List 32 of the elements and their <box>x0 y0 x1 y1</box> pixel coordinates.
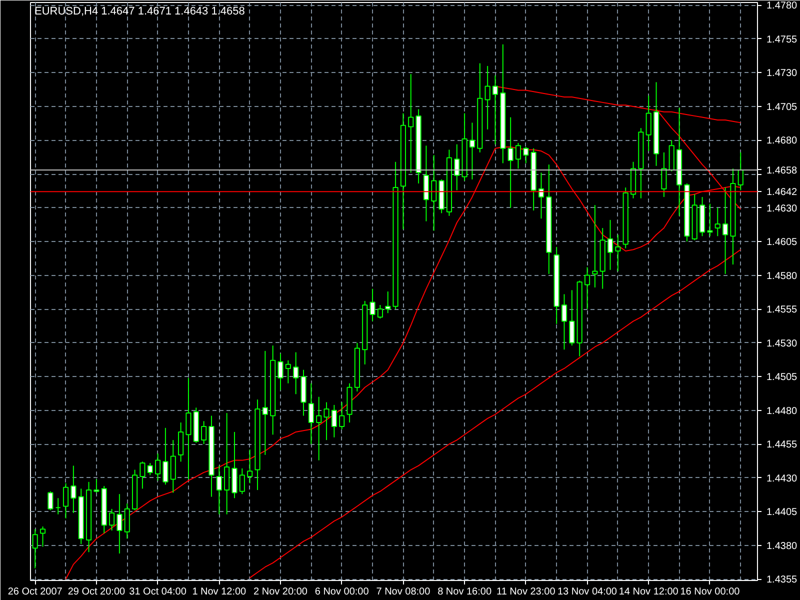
y-tick-label: 1.4480 <box>766 406 798 417</box>
x-tick-label: 31 Oct 04:00 <box>129 586 187 598</box>
y-tick-label: 1.4705 <box>766 102 798 113</box>
x-tick-label: 8 Nov 16:00 <box>438 586 492 598</box>
x-tick-label: 2 Nov 20:00 <box>254 586 308 598</box>
chart-title: EURUSD,H4 1.4647 1.4671 1.4643 1.4658 <box>34 6 245 18</box>
y-tick-label: 1.4605 <box>766 237 798 248</box>
y-tick-label: 1.4780 <box>766 0 798 12</box>
x-tick-label: 13 Nov 04:00 <box>558 586 618 598</box>
ref-line-label: 1.4658 <box>766 165 798 176</box>
x-tick-label: 11 Nov 23:00 <box>496 586 556 598</box>
y-tick-label: 1.4405 <box>766 507 798 518</box>
x-tick-label: 14 Nov 12:00 <box>618 586 679 598</box>
x-tick-label: 1 Nov 12:00 <box>192 586 247 598</box>
y-tick-label: 1.4455 <box>766 440 798 451</box>
x-tick-label: 6 Nov 00:00 <box>314 586 370 598</box>
x-tick-label: 7 Nov 08:00 <box>376 586 431 598</box>
y-tick-label: 1.4680 <box>766 136 798 147</box>
y-tick-label: 1.4380 <box>766 540 798 552</box>
x-tick-label: 29 Oct 20:00 <box>68 586 126 598</box>
y-tick-label: 1.4630 <box>766 203 798 214</box>
y-tick-label: 1.4755 <box>766 34 798 46</box>
y-tick-label: 1.4530 <box>766 338 798 350</box>
y-tick-label: 1.4505 <box>766 372 798 384</box>
x-tick-label: 26 Oct 2007 <box>8 586 63 598</box>
y-tick-label: 1.4430 <box>766 473 798 484</box>
y-tick-label: 1.4355 <box>766 574 798 586</box>
x-tick-label: 16 Nov 00:00 <box>680 586 740 598</box>
ref-line-label: 1.4642 <box>766 187 798 198</box>
y-tick-label: 1.4580 <box>766 270 798 282</box>
y-tick-label: 1.4555 <box>766 304 798 316</box>
y-tick-label: 1.4730 <box>766 68 798 80</box>
